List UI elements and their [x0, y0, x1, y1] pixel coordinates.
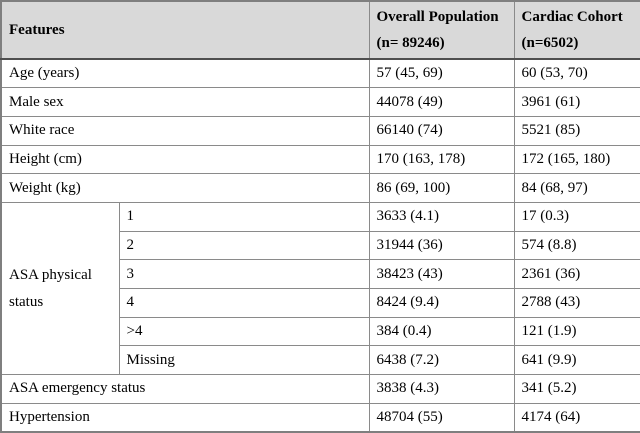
overall-value-cell: 3633 (4.1): [368, 201, 515, 232]
overall-value-cell: 6438 (7.2): [368, 345, 515, 376]
overall-value-cell: 170 (163, 178): [368, 144, 515, 175]
asa-category-cell: 4: [118, 288, 370, 318]
asa-group-cell: ASA physical status: [0, 201, 120, 376]
feature-cell: Age (years): [0, 58, 370, 89]
cardiac-value-cell: 574 (8.8): [513, 230, 640, 261]
feature-cell: Male sex: [0, 87, 370, 117]
header-cardiac-line1: Cardiac Cohort: [521, 9, 623, 25]
header-features-label: Features: [9, 21, 65, 38]
table-row-white-race: White race 66140 (74) 5521 (85): [0, 115, 640, 146]
table-row-asa-emergency: ASA emergency status 3838 (4.3) 341 (5.2…: [0, 374, 640, 404]
cardiac-value-cell: 172 (165, 180): [513, 144, 640, 175]
overall-value-cell: 31944 (36): [368, 230, 515, 261]
table-row-asa-4: 4 8424 (9.4) 2788 (43): [1, 288, 640, 318]
overall-value-cell: 48704 (55): [368, 402, 515, 433]
header-row: Features Overall Population (n= 89246) C…: [0, 0, 640, 60]
feature-cell: Height (cm): [0, 144, 370, 175]
asa-category-cell: 2: [118, 230, 370, 261]
table-row-age: Age (years) 57 (45, 69) 60 (53, 70): [0, 58, 640, 89]
header-overall-population: Overall Population (n= 89246): [368, 0, 515, 60]
header-cardiac-cohort: Cardiac Cohort (n=6502): [513, 0, 640, 60]
cardiac-value-cell: 2788 (43): [513, 288, 640, 318]
overall-value-cell: 57 (45, 69): [368, 58, 515, 89]
header-features: Features: [0, 0, 370, 60]
header-cardiac-line2: (n=6502): [521, 35, 579, 51]
asa-category-cell: Missing: [118, 345, 370, 376]
table-row-weight: Weight (kg) 86 (69, 100) 84 (68, 97): [0, 173, 640, 203]
cardiac-value-cell: 60 (53, 70): [513, 58, 640, 89]
table-row-asa-missing: Missing 6438 (7.2) 641 (9.9): [1, 345, 640, 376]
feature-cell: ASA emergency status: [0, 374, 370, 404]
header-overall-line2: (n= 89246): [376, 35, 445, 51]
feature-cell: White race: [0, 115, 370, 146]
asa-category-cell: 3: [118, 259, 370, 289]
feature-cell: Weight (kg): [0, 173, 370, 203]
table-row-asa-1: ASA physical status 1 3633 (4.1) 17 (0.3…: [0, 201, 640, 376]
cardiac-value-cell: 2361 (36): [513, 259, 640, 289]
overall-value-cell: 44078 (49): [368, 87, 515, 117]
overall-value-cell: 3838 (4.3): [368, 374, 515, 404]
cardiac-value-cell: 17 (0.3): [513, 201, 640, 232]
table-row-asa-gt4: >4 384 (0.4) 121 (1.9): [1, 316, 640, 347]
overall-value-cell: 384 (0.4): [368, 316, 515, 347]
table-row-height: Height (cm) 170 (163, 178) 172 (165, 180…: [0, 144, 640, 175]
asa-category-cell: 1: [118, 201, 370, 232]
cardiac-value-cell: 3961 (61): [513, 87, 640, 117]
overall-value-cell: 38423 (43): [368, 259, 515, 289]
table-row-hypertension: Hypertension 48704 (55) 4174 (64): [0, 402, 640, 433]
cardiac-value-cell: 341 (5.2): [513, 374, 640, 404]
overall-value-cell: 86 (69, 100): [368, 173, 515, 203]
header-overall-line1: Overall Population: [376, 9, 499, 25]
cardiac-value-cell: 84 (68, 97): [513, 173, 640, 203]
cardiac-value-cell: 121 (1.9): [513, 316, 640, 347]
asa-category-cell: >4: [118, 316, 370, 347]
overall-value-cell: 66140 (74): [368, 115, 515, 146]
cardiac-value-cell: 641 (9.9): [513, 345, 640, 376]
feature-cell: Hypertension: [0, 402, 370, 433]
overall-value-cell: 8424 (9.4): [368, 288, 515, 318]
cardiac-value-cell: 5521 (85): [513, 115, 640, 146]
table-row-male-sex: Male sex 44078 (49) 3961 (61): [0, 87, 640, 117]
cardiac-value-cell: 4174 (64): [513, 402, 640, 433]
